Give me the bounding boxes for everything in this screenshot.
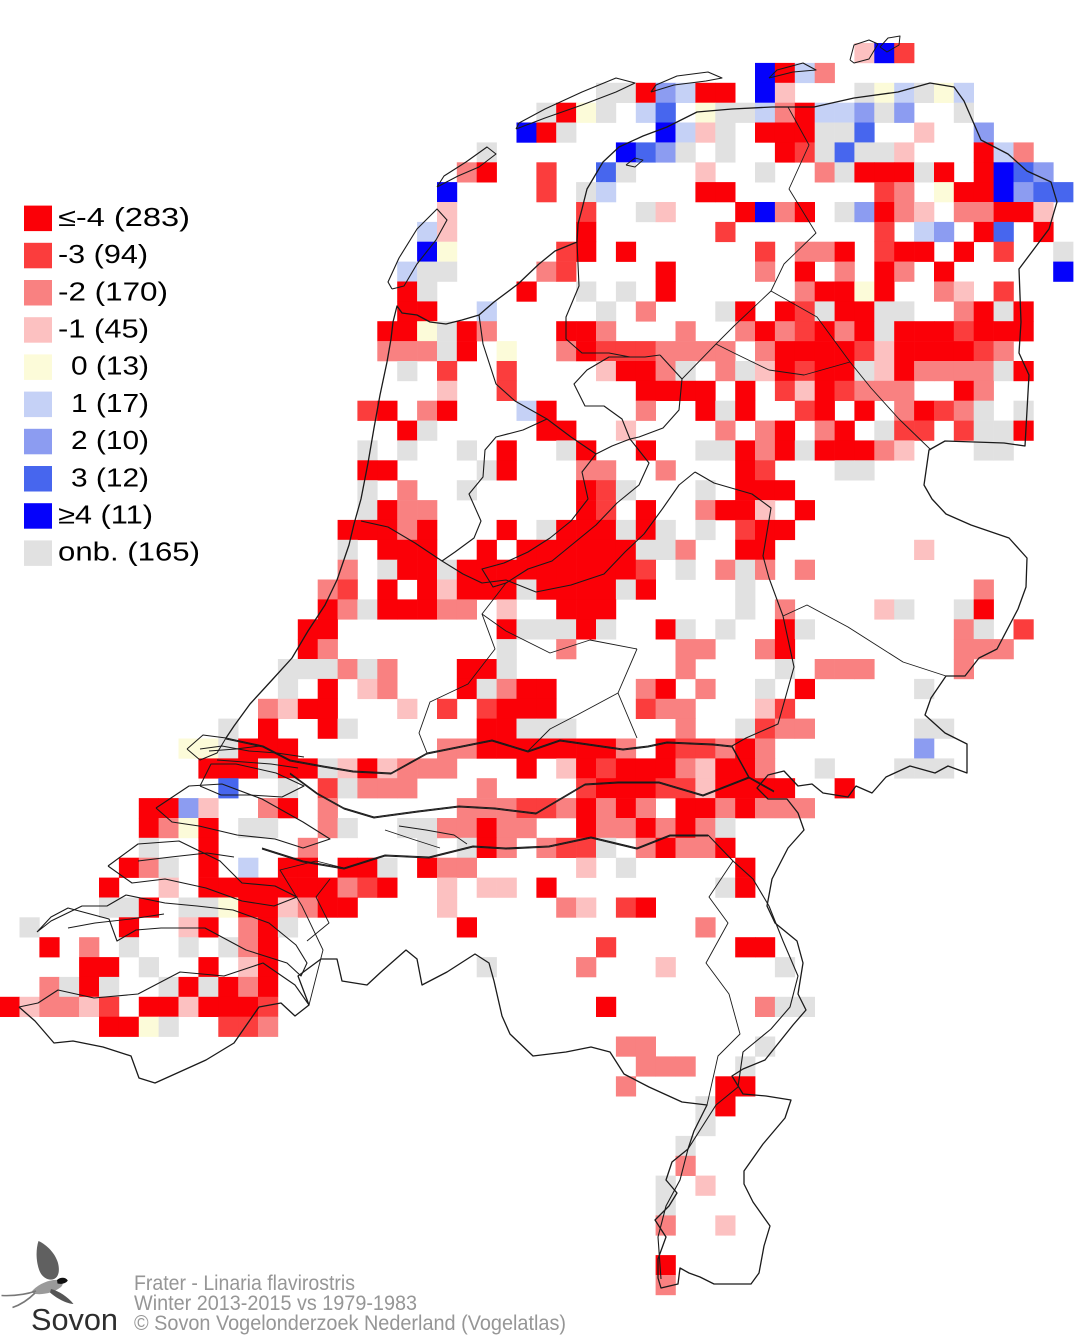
svg-text:-3 (94): -3 (94) <box>58 241 148 269</box>
svg-text:≥4 (11): ≥4 (11) <box>58 502 153 530</box>
svg-text:Winter 2013-2015 vs 1979-1983: Winter 2013-2015 vs 1979-1983 <box>134 1292 417 1315</box>
svg-text:1 (17): 1 (17) <box>71 390 149 418</box>
svg-text:2 (10): 2 (10) <box>71 427 149 455</box>
svg-text:Frater - Linaria flavirostris: Frater - Linaria flavirostris <box>134 1272 355 1295</box>
svg-text:≤-4 (283): ≤-4 (283) <box>58 204 190 232</box>
svg-text:-1 (45): -1 (45) <box>58 316 149 344</box>
svg-text:3 (12): 3 (12) <box>71 464 149 492</box>
svg-text:0 (13): 0 (13) <box>71 353 149 381</box>
svg-text:Sovon: Sovon <box>31 1302 118 1337</box>
svg-text:© Sovon Vogelonderzoek Nederla: © Sovon Vogelonderzoek Nederland (Vogela… <box>134 1312 566 1335</box>
svg-text:onb. (165): onb. (165) <box>58 539 200 567</box>
svg-text:-2 (170): -2 (170) <box>58 278 168 306</box>
